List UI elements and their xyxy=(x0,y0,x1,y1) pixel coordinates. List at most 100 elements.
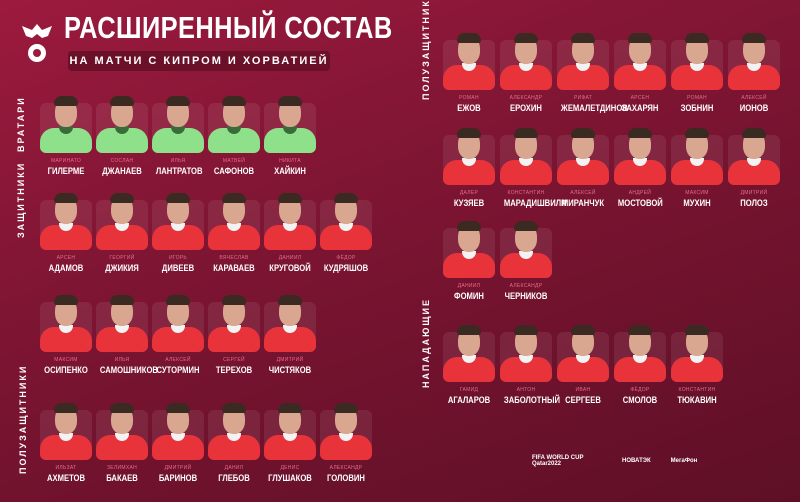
russia-eagle-logo xyxy=(22,24,52,62)
player-last-name: МОСТОВОЙ xyxy=(617,198,663,208)
player-first-name: АЛЕКСЕЙ xyxy=(165,357,191,363)
player-photo xyxy=(557,125,609,185)
player-first-name: ФЁДОР xyxy=(336,255,356,261)
megafon-logo: МегаФон xyxy=(670,458,698,464)
player-first-name: ИЛЬЯ xyxy=(114,357,130,363)
player-photo xyxy=(614,125,666,185)
player-photo xyxy=(671,30,723,90)
partners-bar: FIFA WORLD CUP Qatar2022 НОВАТЭК МегаФон xyxy=(532,455,697,467)
player-card: СЕРГЕЙ ТЕРЕХОВ xyxy=(208,292,260,375)
player-photo xyxy=(264,93,316,153)
player-photo xyxy=(208,93,260,153)
player-photo xyxy=(500,125,552,185)
player-photo xyxy=(208,400,260,460)
player-photo xyxy=(208,292,260,352)
player-first-name: ГАМИД xyxy=(459,387,479,393)
player-last-name: ИОНОВ xyxy=(739,103,769,113)
player-last-name: СЕРГЕЕВ xyxy=(565,395,601,405)
player-first-name: АНДРЕЙ xyxy=(628,190,652,196)
player-first-name: СОСЛАН xyxy=(110,158,134,164)
player-first-name: МАКСИМ xyxy=(685,190,709,196)
fifa-world-cup-logo: FIFA WORLD CUP Qatar2022 xyxy=(532,455,584,467)
player-card: ФЁДОР КУДРЯШОВ xyxy=(320,190,372,273)
player-first-name: НИКИТА xyxy=(279,158,301,164)
player-photo xyxy=(152,292,204,352)
player-card: АЛЕКСЕЙ СУТОРМИН xyxy=(152,292,204,375)
player-first-name: АЛЕКСАНДР xyxy=(509,283,543,289)
player-first-name: ДАЛЕР xyxy=(459,190,479,196)
player-photo xyxy=(500,322,552,382)
player-last-name: ЛАНТРАТОВ xyxy=(155,166,203,176)
player-photo xyxy=(96,190,148,250)
player-first-name: РОМАН xyxy=(459,95,479,101)
player-first-name: МАТВЕЙ xyxy=(222,158,246,164)
player-last-name: ЗОБНИН xyxy=(680,103,714,113)
player-first-name: ЗЕЛИМХАН xyxy=(106,465,138,471)
player-first-name: АЛЕКСЕЙ xyxy=(570,190,596,196)
player-card: АЛЕКСЕЙ ИОНОВ xyxy=(728,30,780,113)
player-photo xyxy=(320,400,372,460)
player-first-name: ИВАН xyxy=(575,387,591,393)
player-card: ИГОРЬ ДИВЕЕВ xyxy=(152,190,204,273)
player-first-name: ИГОРЬ xyxy=(168,255,188,261)
player-first-name: ДМИТРИЙ xyxy=(276,357,304,363)
player-last-name: ДЖАНАЕВ xyxy=(102,166,142,176)
player-last-name: МАРАДИШВИЛИ xyxy=(503,198,567,208)
player-photo xyxy=(557,322,609,382)
player-photo xyxy=(728,125,780,185)
player-last-name: ХАЙКИН xyxy=(274,166,306,176)
player-card: АЛЕКСАНДР ГОЛОВИН xyxy=(320,400,372,483)
player-last-name: КУЗЯЕВ xyxy=(453,198,485,208)
player-first-name: АЛЕКСАНДР xyxy=(509,95,543,101)
player-photo xyxy=(443,218,495,278)
player-photo xyxy=(614,30,666,90)
player-photo xyxy=(40,190,92,250)
player-first-name: АЛЕКСЕЙ xyxy=(741,95,767,101)
player-photo xyxy=(443,125,495,185)
player-card: АЛЕКСАНДР ЕРОХИН xyxy=(500,30,552,113)
player-card: НИКИТА ХАЙКИН xyxy=(264,93,316,176)
player-first-name: ДМИТРИЙ xyxy=(740,190,768,196)
player-photo xyxy=(500,218,552,278)
player-card: ДАНИИЛ ФОМИН xyxy=(443,218,495,301)
player-photo xyxy=(40,292,92,352)
player-last-name: ЗАХАРЯН xyxy=(621,103,659,113)
player-last-name: ЕРОХИН xyxy=(510,103,542,113)
player-photo xyxy=(40,400,92,460)
player-first-name: ДЕНИС xyxy=(280,465,300,471)
player-photo xyxy=(40,93,92,153)
player-photo xyxy=(96,292,148,352)
player-card: ИЛЬЗАТ АХМЕТОВ xyxy=(40,400,92,483)
player-card: АРСЕН ЗАХАРЯН xyxy=(614,30,666,113)
player-first-name: ДМИТРИЙ xyxy=(164,465,192,471)
player-photo xyxy=(671,125,723,185)
player-first-name: ДАНИИЛ xyxy=(457,283,481,289)
player-card: ВЯЧЕСЛАВ КАРАВАЕВ xyxy=(208,190,260,273)
player-last-name: БАРИНОВ xyxy=(158,473,198,483)
player-last-name: ПОЛОЗ xyxy=(740,198,768,208)
player-last-name: ЖЕМАЛЕТДИНОВ xyxy=(560,103,628,113)
section-defenders: ЗАЩИТНИКИ xyxy=(16,161,26,238)
player-photo xyxy=(264,400,316,460)
player-card: ДЕНИС ГЛУШАКОВ xyxy=(264,400,316,483)
player-card: МАКСИМ ОСИПЕНКО xyxy=(40,292,92,375)
player-photo xyxy=(557,30,609,90)
player-card: ДМИТРИЙ ПОЛОЗ xyxy=(728,125,780,208)
player-first-name: СЕРГЕЙ xyxy=(223,357,245,363)
player-last-name: СМОЛОВ xyxy=(622,395,658,405)
player-first-name: АРСЕН xyxy=(56,255,76,261)
player-last-name: ЧИСТЯКОВ xyxy=(268,365,312,375)
player-last-name: МИРАНЧУК xyxy=(561,198,605,208)
player-card: РОМАН ЕЖОВ xyxy=(443,30,495,113)
player-first-name: АРСЕН xyxy=(630,95,650,101)
player-last-name: МУХИН xyxy=(683,198,711,208)
player-photo xyxy=(208,190,260,250)
player-card: АЛЕКСЕЙ МИРАНЧУК xyxy=(557,125,609,208)
player-photo xyxy=(96,400,148,460)
player-first-name: ИЛЬЗАТ xyxy=(55,465,77,471)
player-last-name: ЕЖОВ xyxy=(457,103,481,113)
player-photo xyxy=(96,93,148,153)
player-photo xyxy=(443,30,495,90)
player-card: ИВАН СЕРГЕЕВ xyxy=(557,322,609,405)
player-last-name: КУДРЯШОВ xyxy=(323,263,369,273)
